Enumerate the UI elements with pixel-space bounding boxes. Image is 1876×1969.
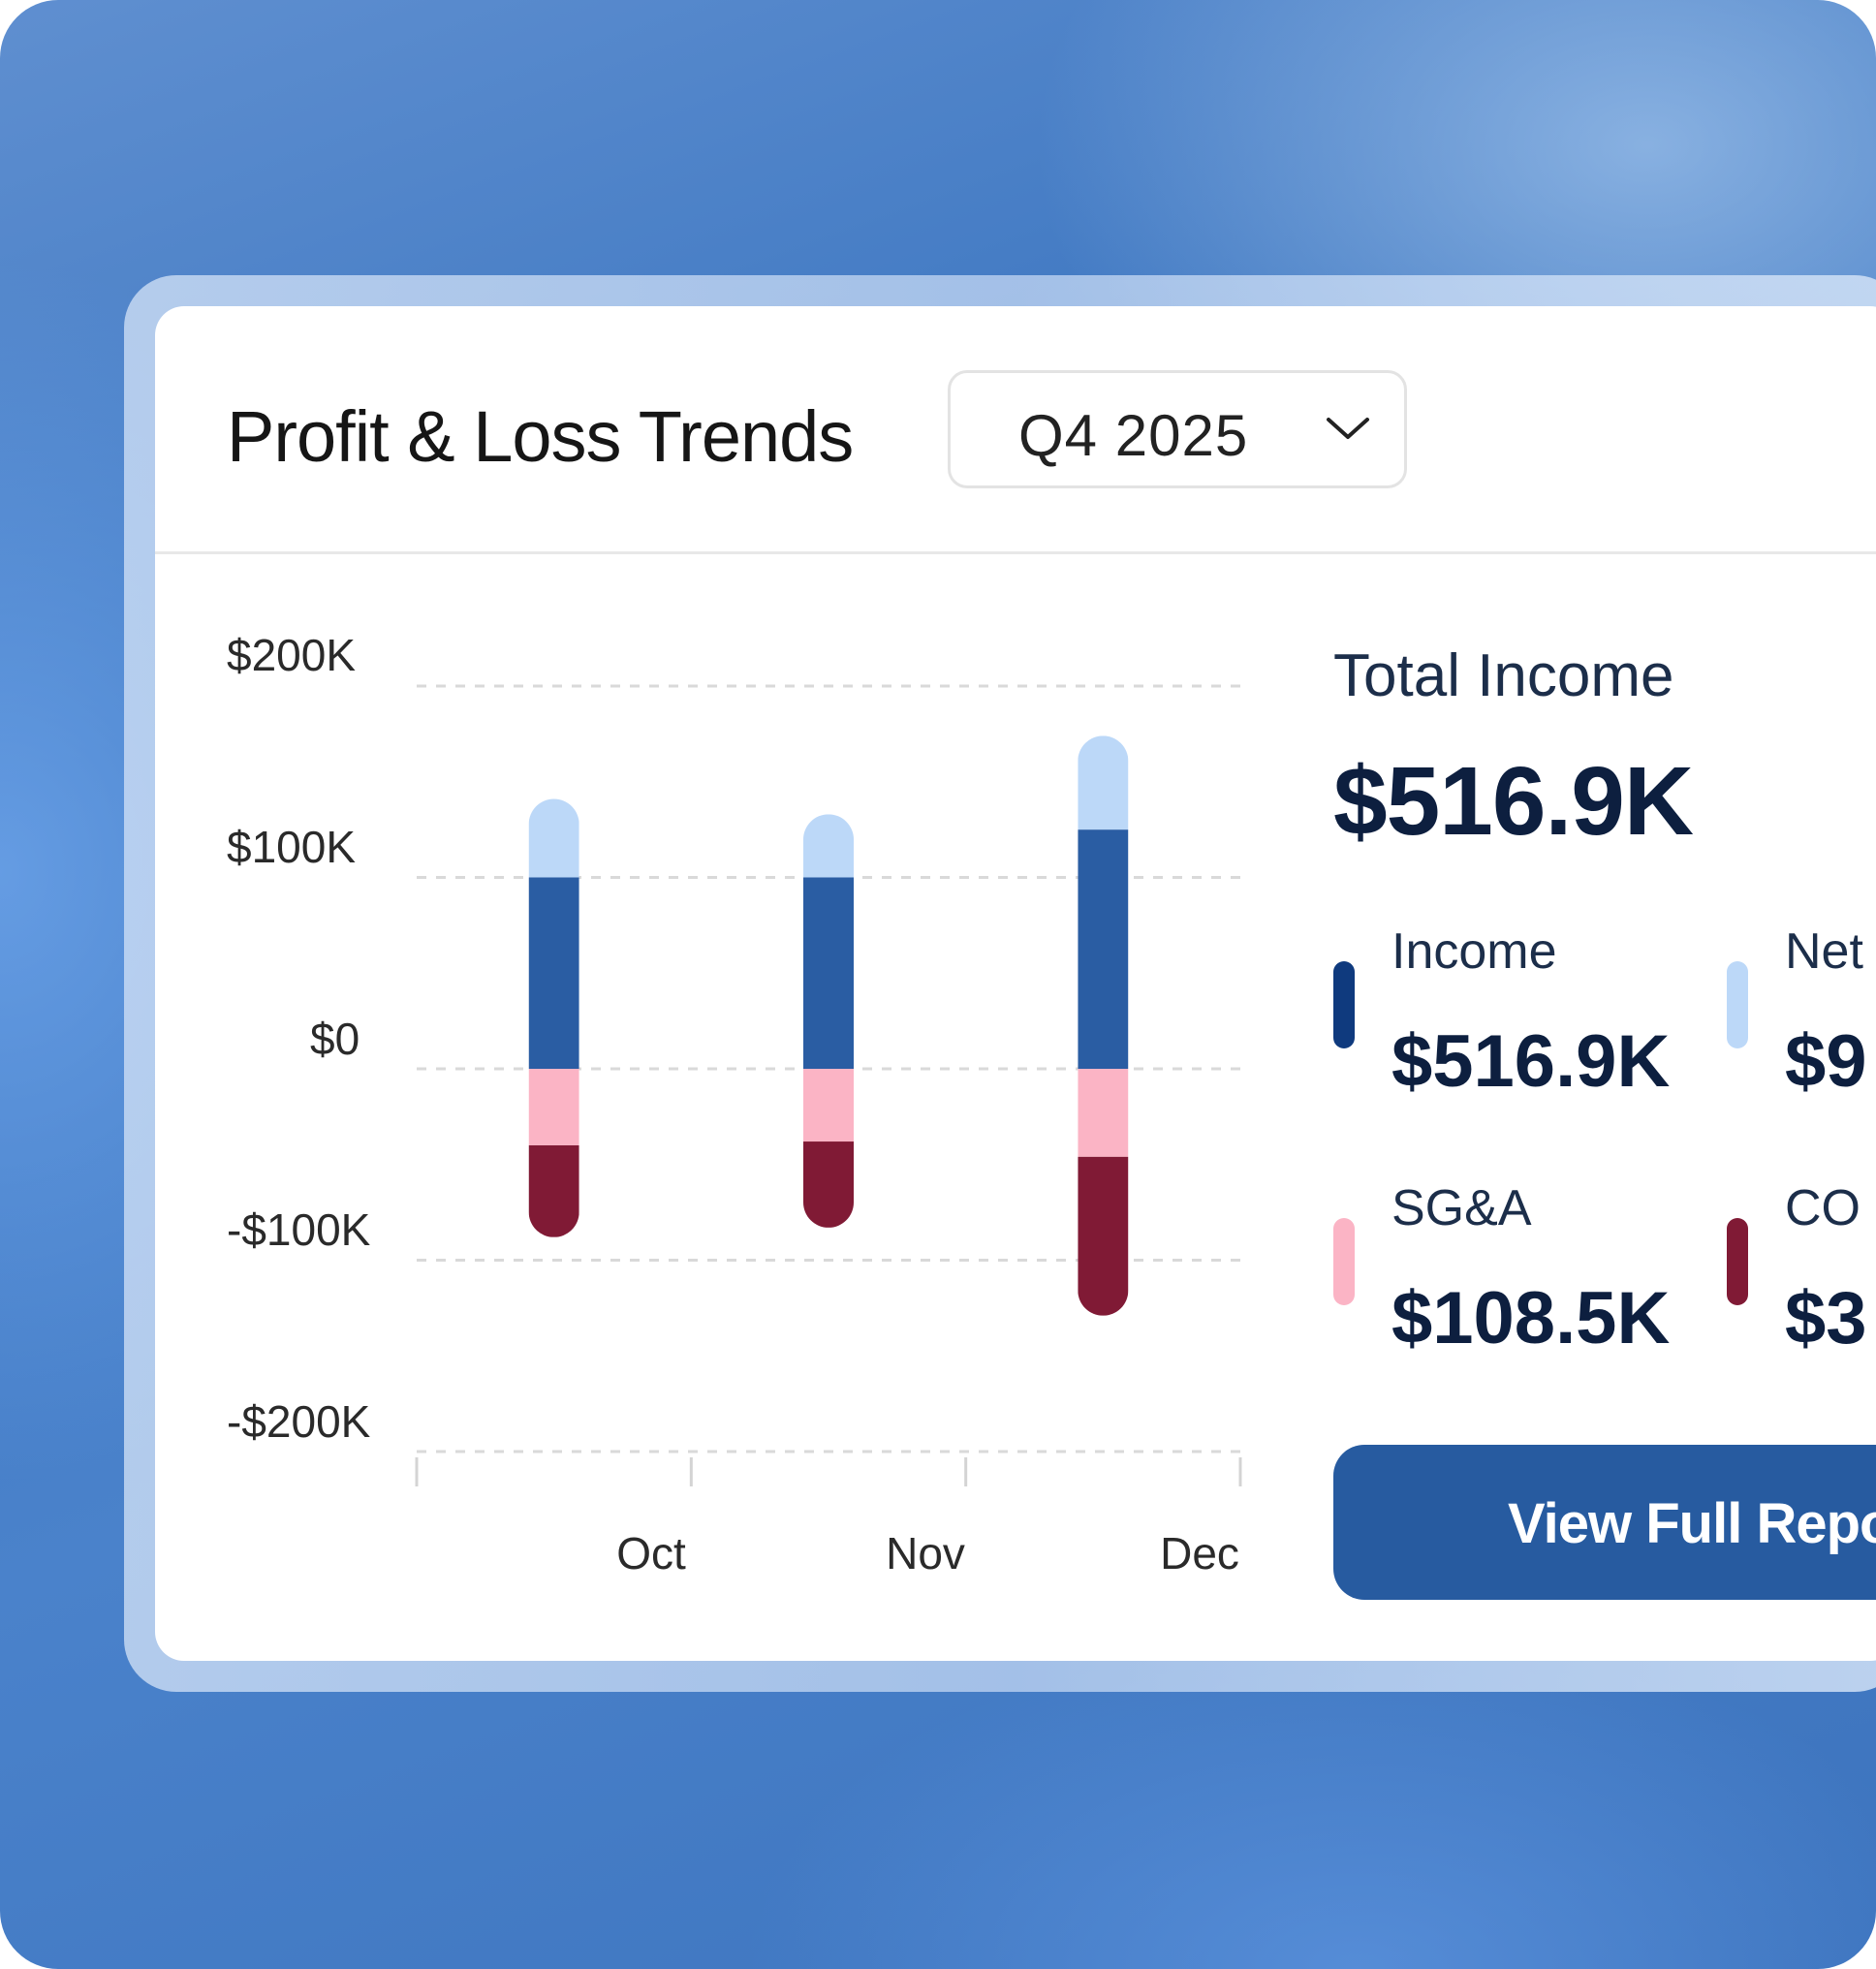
metric-label: SG&A: [1391, 1180, 1532, 1236]
card-title: Profit & Loss Trends: [227, 396, 854, 477]
bar-segment-nov-0: [803, 877, 854, 1069]
bar-segment-oct-1: [528, 798, 579, 878]
y-tick-label: $0: [310, 1014, 360, 1064]
bar-stack-oct: [528, 798, 579, 1237]
bar-stack-nov: [803, 814, 854, 1228]
bar-segment-dec-0: [1078, 829, 1129, 1069]
period-dropdown-value: Q4 2025: [1018, 403, 1249, 468]
cogs-legend-swatch: [1727, 1218, 1748, 1305]
income-legend-swatch: [1333, 961, 1355, 1048]
view-full-report-button[interactable]: View Full Repo: [1333, 1445, 1876, 1600]
period-dropdown[interactable]: Q4 2025: [948, 370, 1407, 488]
y-tick-label: -$200K: [227, 1396, 371, 1447]
y-tick-label: $200K: [227, 630, 357, 680]
sga-legend-swatch: [1333, 1218, 1355, 1305]
y-tick-label: $100K: [227, 822, 357, 872]
header-divider: [155, 551, 1876, 554]
x-label-oct: Oct: [616, 1528, 686, 1578]
x-label-dec: Dec: [1160, 1528, 1239, 1578]
chevron-down-icon: [1327, 418, 1369, 439]
bar-segment-dec-2: [1078, 1069, 1129, 1157]
bar-segment-oct-0: [528, 877, 579, 1069]
view-full-report-label: View Full Repo: [1508, 1492, 1876, 1555]
total-income-value: $516.9K: [1333, 747, 1694, 856]
total-income-label: Total Income: [1333, 642, 1674, 709]
metric-value: $108.5K: [1391, 1277, 1671, 1360]
net-legend-swatch: [1727, 961, 1748, 1048]
metric-value: $3: [1785, 1277, 1867, 1360]
metric-label: Income: [1391, 923, 1557, 980]
metric-label: Net: [1785, 923, 1863, 980]
bar-segment-dec-1: [1078, 735, 1129, 830]
bar-segment-nov-1: [803, 814, 854, 878]
bar-segment-dec-3: [1078, 1156, 1129, 1316]
bar-segment-nov-2: [803, 1069, 854, 1142]
metric-value: $516.9K: [1391, 1020, 1671, 1103]
pl-trends-card: Profit & Loss Trends Q4 2025 $200K $100K…: [155, 306, 1876, 1661]
pl-stacked-bar-chart: [415, 684, 1242, 1486]
metric-value: $9: [1785, 1020, 1867, 1103]
bar-segment-oct-3: [528, 1145, 579, 1237]
bar-segment-oct-2: [528, 1069, 579, 1145]
y-tick-label: -$100K: [227, 1204, 371, 1255]
bar-segment-nov-3: [803, 1141, 854, 1228]
metric-label: CO: [1785, 1180, 1860, 1236]
x-label-nov: Nov: [886, 1528, 965, 1578]
bar-stack-dec: [1078, 735, 1129, 1316]
